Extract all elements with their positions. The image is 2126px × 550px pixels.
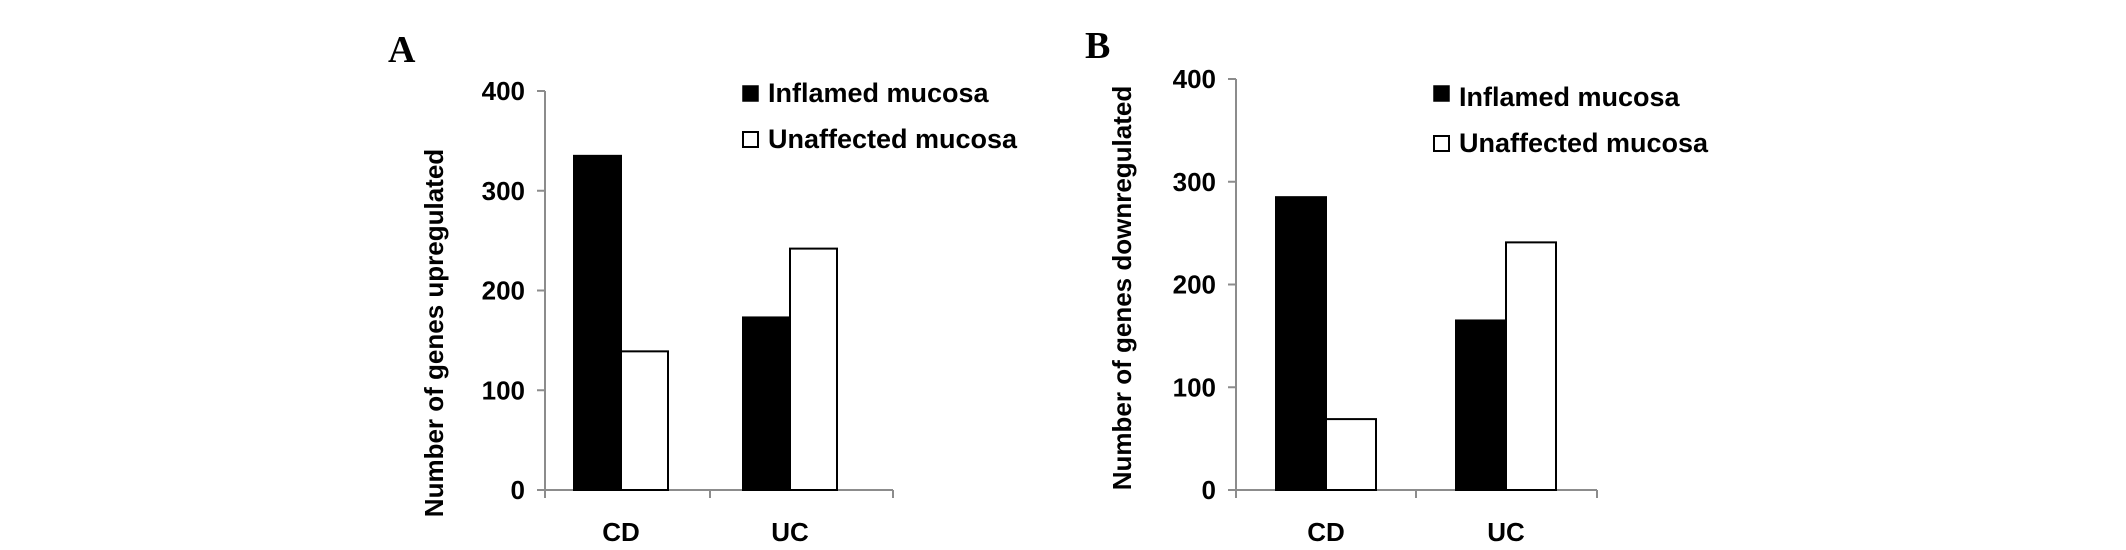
legend-label-unaffected: Unaffected mucosa	[768, 124, 1018, 154]
bar-unaffected-cd	[1325, 418, 1377, 492]
bar-unaffected-uc	[1505, 241, 1557, 491]
y-axis-title: Number of genes downregulated	[1107, 86, 1137, 491]
legend: Inflamed mucosa Unaffected mucosa	[1433, 82, 1709, 158]
x-category-label: UC	[771, 517, 809, 547]
legend-swatch-unaffected	[742, 131, 759, 148]
y-tick-label: 300	[482, 176, 525, 206]
x-labels: CD UC	[602, 517, 809, 547]
bar-unaffected-cd	[620, 350, 669, 491]
chart-panel-a: A Number of genes upregulated 0 100 200 300…	[388, 29, 1018, 547]
bar-unaffected-uc	[789, 247, 838, 491]
legend-swatch-inflamed	[1433, 85, 1450, 102]
chart-panel-b: B Number of genes downregulated 0 100 200 3…	[1085, 25, 1709, 547]
bar-inflamed-uc	[1455, 319, 1507, 491]
y-ticks: 0 100 200 300 400	[1173, 64, 1598, 505]
y-axis-title: Number of genes upregulated	[419, 149, 449, 517]
y-ticks: 0 100 200 300 400	[482, 76, 894, 505]
x-category-label: CD	[602, 517, 640, 547]
legend: Inflamed mucosa Unaffected mucosa	[742, 78, 1018, 154]
panel-label: A	[388, 29, 416, 71]
y-tick-label: 100	[482, 375, 525, 405]
bar-inflamed-uc	[742, 316, 791, 491]
y-tick-label: 400	[1173, 64, 1216, 94]
y-tick-label: 200	[482, 276, 525, 306]
legend-label-inflamed: Inflamed mucosa	[768, 78, 990, 108]
x-labels: CD UC	[1307, 517, 1525, 547]
y-tick-label: 0	[511, 475, 525, 505]
bar-inflamed-cd	[573, 154, 622, 491]
y-tick-label: 100	[1173, 372, 1216, 402]
bars	[573, 154, 838, 491]
legend-swatch-unaffected	[1433, 135, 1450, 152]
legend-label-unaffected: Unaffected mucosa	[1459, 128, 1709, 158]
panel-label: B	[1085, 25, 1110, 67]
bar-inflamed-cd	[1275, 196, 1327, 491]
y-tick-label: 200	[1173, 270, 1216, 300]
bars	[1275, 196, 1557, 492]
legend-swatch-inflamed	[742, 85, 759, 102]
x-category-label: UC	[1487, 517, 1525, 547]
y-tick-label: 300	[1173, 167, 1216, 197]
x-category-label: CD	[1307, 517, 1345, 547]
y-tick-label: 400	[482, 76, 525, 106]
legend-label-inflamed: Inflamed mucosa	[1459, 82, 1681, 112]
y-tick-label: 0	[1202, 475, 1216, 505]
